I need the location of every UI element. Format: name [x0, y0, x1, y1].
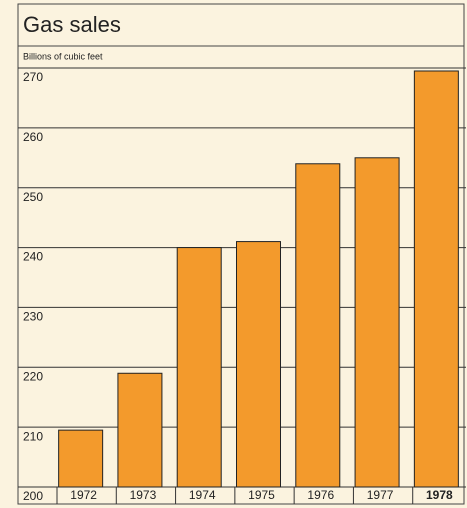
bar: [354, 157, 400, 488]
bar: [176, 247, 222, 488]
y-tick-label: 260: [23, 130, 43, 144]
y-tick-label: 270: [23, 70, 43, 84]
bar: [117, 372, 163, 488]
bar: [236, 241, 281, 488]
x-tick-label: 1972: [70, 488, 97, 502]
x-tick-label: 1978: [426, 488, 453, 502]
y-tick-label: 220: [23, 369, 43, 383]
y-tick-label: 230: [23, 310, 43, 324]
x-tick-label: 1976: [307, 488, 334, 502]
bar: [58, 429, 104, 488]
y-tick-label: 250: [23, 190, 43, 204]
x-tick-label: 1975: [248, 488, 275, 502]
chart-title: Gas sales: [23, 12, 121, 37]
y-tick-label: 200: [23, 489, 43, 503]
bar: [413, 70, 459, 488]
x-tick-label: 1974: [189, 488, 216, 502]
y-tick-label: 240: [23, 250, 43, 264]
y-tick-label: 210: [23, 429, 43, 443]
bar: [295, 163, 341, 488]
x-tick-label: 1977: [367, 488, 394, 502]
x-tick-label: 1973: [130, 488, 157, 502]
chart-subtitle: Billions of cubic feet: [23, 51, 103, 61]
